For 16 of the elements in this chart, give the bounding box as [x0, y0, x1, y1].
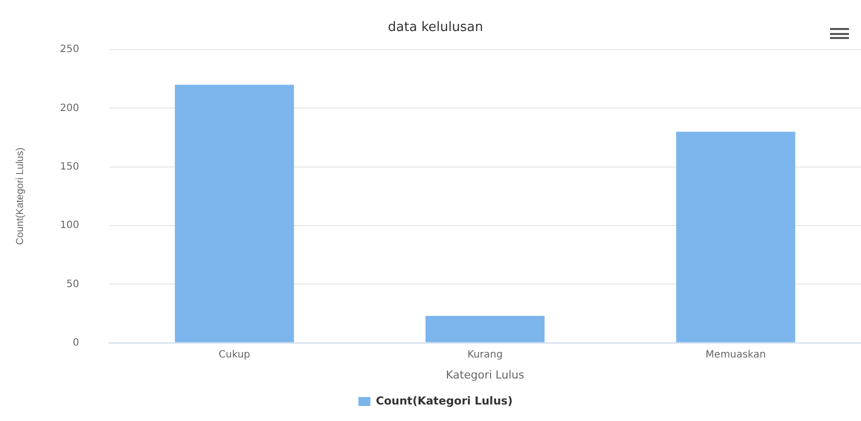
y-tick-label: 100	[60, 220, 80, 232]
bar	[676, 132, 796, 342]
x-tick-label: Memuaskan	[706, 349, 766, 360]
legend-label: Count(Kategori Lulus)	[376, 394, 513, 408]
bar	[174, 84, 294, 342]
x-tick-label: Cukup	[218, 349, 250, 360]
x-tick-label: Kurang	[467, 349, 503, 360]
bar	[426, 316, 545, 342]
y-tick-label: 50	[66, 278, 80, 290]
y-tick-label: 0	[72, 337, 80, 348]
x-axis-title: Kategori Lulus	[446, 368, 524, 382]
chart-title: data kelulusan	[388, 20, 484, 36]
y-tick-label: 150	[60, 161, 80, 172]
y-tick-label: 250	[60, 44, 80, 56]
y-tick-label: 200	[60, 102, 80, 114]
y-axis-title: Count(Kategori Lulus)	[14, 148, 26, 245]
